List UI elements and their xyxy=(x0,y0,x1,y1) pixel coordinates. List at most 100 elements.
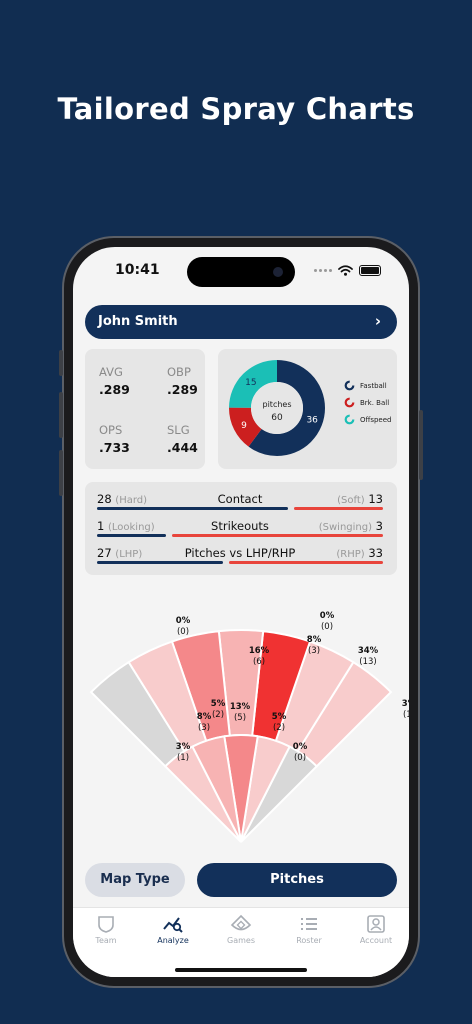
map-type-button[interactable]: Map Type xyxy=(85,863,185,897)
tab-analyze[interactable]: Analyze xyxy=(143,912,203,945)
spray-outer-label-4-count: (13) xyxy=(359,657,376,667)
phone-side-button xyxy=(59,450,63,496)
legend-fastball: Fastball xyxy=(344,380,387,391)
spray-inner-label-4-count: (0) xyxy=(294,753,306,763)
split-left-value: 27 xyxy=(97,546,112,560)
split-right-value: 3 xyxy=(375,519,383,533)
split-title: Strikeouts xyxy=(211,519,269,533)
donut-slice-2 xyxy=(229,360,325,456)
split-right-value: 13 xyxy=(368,492,383,506)
tab-roster[interactable]: Roster xyxy=(279,912,339,945)
donut-hole xyxy=(251,382,303,434)
stat-value-obp: .289 xyxy=(167,382,198,397)
spray-inner-label-2-pct: 13% xyxy=(230,702,251,712)
shield-icon xyxy=(98,916,114,933)
split-right-sub: (RHP) xyxy=(336,549,365,560)
fastball-legend-icon xyxy=(344,380,355,391)
pitch-mix-card: 36 9 15 pitches 60 Fastball Brk. Ball Offspe… xyxy=(218,349,397,469)
phone-side-button xyxy=(59,392,63,438)
spray-inner-label-2-count: (5) xyxy=(234,713,246,723)
split-title: Pitches vs LHP/RHP xyxy=(184,546,296,560)
split-bar-right xyxy=(171,534,383,537)
status-icons xyxy=(314,265,381,276)
stat-label-ops: OPS xyxy=(99,423,123,437)
split-right-value: 33 xyxy=(368,546,383,560)
status-bar: 10:41 xyxy=(73,247,409,295)
status-time: 10:41 xyxy=(115,262,160,278)
chevron-right-icon: › xyxy=(374,312,381,330)
stats-card: AVG .289 OBP .289 OPS .733 SLG .444 xyxy=(85,349,205,469)
spray-inner-label-1-count: (3) xyxy=(198,723,210,733)
spray-inner-label-3-count: (2) xyxy=(273,723,285,733)
home-indicator xyxy=(175,968,307,972)
camera-icon xyxy=(273,267,283,277)
split-row-strikeouts: 1 (Looking) Strikeouts (Swinging) 3 xyxy=(97,517,383,541)
spray-inner-label-3-pct: 5% xyxy=(272,712,287,722)
spray-inner-label-1-pct: 8% xyxy=(197,712,212,722)
legend-label: Fastball xyxy=(360,381,387,390)
donut-slice-label: 15 xyxy=(245,378,256,388)
tab-games[interactable]: Games xyxy=(211,912,271,945)
donut-slice-1 xyxy=(229,360,325,456)
offspeed-legend-icon xyxy=(344,414,355,425)
donut-total: 60 xyxy=(271,413,283,423)
spray-outer-label-3-pct: 8% xyxy=(307,635,322,645)
signal-icon xyxy=(314,269,332,272)
legend-label: Offspeed xyxy=(360,415,392,424)
battery-icon xyxy=(359,265,381,276)
stat-value-slg: .444 xyxy=(167,440,198,455)
spray-outer-label-1-count: (2) xyxy=(212,710,224,720)
tab-team[interactable]: Team xyxy=(76,912,136,945)
legend-offspeed: Offspeed xyxy=(344,414,391,425)
spray-inner-label-4-pct: 0% xyxy=(293,742,308,752)
breaking-ball-legend-icon xyxy=(344,397,355,408)
spray-inner-label-0-pct: 3% xyxy=(176,742,191,752)
donut-slice-label: 9 xyxy=(241,421,247,431)
analyze-icon xyxy=(163,917,183,933)
split-bar-left xyxy=(97,534,166,537)
split-title: Contact xyxy=(217,492,263,506)
tab-label: Games xyxy=(227,936,255,945)
split-bar-right xyxy=(228,561,383,564)
wifi-icon xyxy=(338,265,353,276)
dynamic-island xyxy=(187,257,295,287)
stat-label-avg: AVG xyxy=(99,365,123,379)
tab-label: Analyze xyxy=(157,936,189,945)
spray-outer-label-2-count: (6) xyxy=(253,657,265,667)
tab-account[interactable]: Account xyxy=(346,912,406,945)
split-left-sub: (Hard) xyxy=(115,495,148,506)
list-icon xyxy=(301,918,317,930)
spray-outer-label-5-count: (1) xyxy=(403,710,409,720)
split-right-sub: (Swinging) xyxy=(318,522,373,533)
player-name: John Smith xyxy=(98,314,178,329)
splits-card: 28 (Hard) Contact (Soft) 13 1 (Looking) … xyxy=(85,482,397,575)
player-selector[interactable]: John Smith › xyxy=(85,305,397,339)
tab-label: Team xyxy=(95,936,117,945)
pitches-button[interactable]: Pitches xyxy=(197,863,397,897)
stat-value-ops: .733 xyxy=(99,440,130,455)
spray-outer-label-0-count: (0) xyxy=(177,627,189,637)
page-headline: Tailored Spray Charts xyxy=(57,92,415,126)
phone-side-button xyxy=(59,350,63,376)
app-screen: 10:41 John Smith › AVG .289 OBP .289 OPS… xyxy=(73,247,409,977)
spray-outer-label-5-pct: 3% xyxy=(402,699,409,709)
spray-inner-zone-0 xyxy=(163,745,242,843)
donut-slice-label: 36 xyxy=(306,415,318,425)
split-left-value: 1 xyxy=(97,519,105,533)
split-row-handedness: 27 (LHP) Pitches vs LHP/RHP (RHP) 33 xyxy=(97,544,383,568)
split-row-contact: 28 (Hard) Contact (Soft) 13 xyxy=(97,490,383,514)
spray-outer-label-1-pct: 5% xyxy=(211,699,226,709)
legend-label: Brk. Ball xyxy=(360,398,390,407)
donut-center-label: pitches xyxy=(263,400,292,409)
spray-outer-label-2-pct: 16% xyxy=(249,646,270,656)
person-icon xyxy=(367,915,385,933)
split-left-sub: (Looking) xyxy=(107,522,155,533)
split-bar-right xyxy=(294,507,383,510)
stat-label-obp: OBP xyxy=(167,365,191,379)
stat-value-avg: .289 xyxy=(99,382,130,397)
spray-chart: 0%(0)5%(2)16%(6)8%(3)34%(13)3%(1)3%(1)3%… xyxy=(89,611,409,843)
spray-inner-label-0-count: (1) xyxy=(177,753,189,763)
legend-breaking-ball: Brk. Ball xyxy=(344,397,389,408)
pitch-donut-chart: 36 9 15 pitches 60 xyxy=(229,360,325,456)
tab-label: Account xyxy=(359,936,393,945)
